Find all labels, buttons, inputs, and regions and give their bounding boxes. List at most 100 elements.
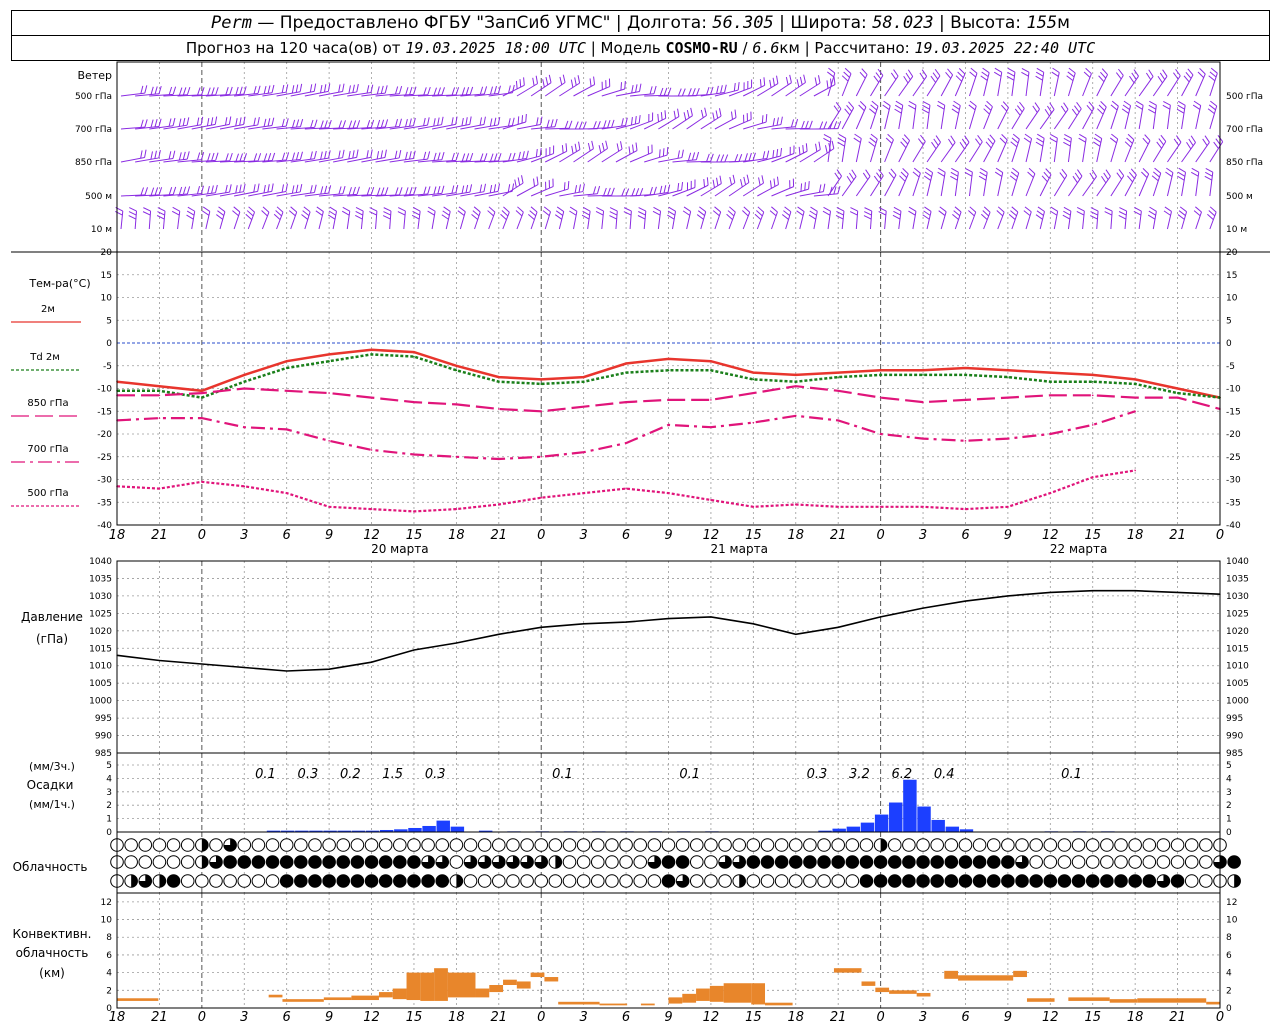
- wind-barb-feather: [1148, 69, 1154, 77]
- cloud-symbol-circle: [661, 855, 676, 869]
- cloud-symbol-circle: [124, 838, 138, 852]
- wind-barb: [714, 174, 736, 197]
- wind-barb: [950, 167, 959, 197]
- wind-barb: [1181, 68, 1194, 97]
- wind-barb: [1023, 206, 1032, 230]
- wind-barb: [728, 79, 753, 97]
- forecast-prefix: Прогноз на 120 часа(ов) от: [185, 39, 401, 57]
- wind-barb-feather: [765, 114, 768, 123]
- wind-barb-feather: [1179, 206, 1187, 213]
- wind-barb-feather: [761, 115, 764, 124]
- cloud-symbol: [1029, 855, 1043, 869]
- wind-barb-feather: [168, 86, 173, 95]
- wind-barb-feather: [730, 111, 733, 120]
- wind-barb-feather: [894, 108, 902, 114]
- cloud-symbol: [831, 874, 845, 888]
- wind-barb-feather: [1043, 171, 1050, 179]
- wind-barb-feather: [443, 206, 451, 212]
- wind-barb-feather: [823, 137, 831, 143]
- cloud-symbol-circle: [1170, 838, 1185, 852]
- cloud-symbol-circle: [845, 855, 860, 869]
- temp-point: [1049, 433, 1052, 435]
- wind-barb-feather: [257, 116, 260, 126]
- wind-barb: [191, 184, 218, 197]
- pres-ytick-left: 995: [95, 714, 112, 724]
- convective-bar: [599, 1003, 628, 1006]
- wind-barb-feather: [1205, 167, 1214, 173]
- wind-barb-feather: [473, 206, 481, 213]
- pressure-title: Давление: [21, 610, 83, 624]
- cloud-symbol-circle: [1128, 855, 1142, 869]
- wind-barb-staff: [785, 188, 809, 197]
- wind-barb-feather: [409, 187, 413, 195]
- wind-barb-feather: [824, 145, 828, 154]
- cloud-symbol-circle: [1071, 855, 1086, 869]
- wind-barb-feather: [833, 186, 837, 195]
- cloud-symbol-circle: [661, 838, 676, 852]
- temp-series-line: [117, 353, 1221, 399]
- wind-barb-feather: [769, 79, 772, 88]
- wind-barb-feather: [639, 188, 644, 196]
- wind-barb-feather: [469, 152, 474, 161]
- temp-point: [752, 392, 755, 394]
- wind-barb-feather: [1142, 167, 1150, 175]
- wind-barb-staff: [531, 126, 556, 130]
- wind-barb-feather: [828, 67, 836, 74]
- wind-barb: [1110, 168, 1125, 197]
- cloud-symbol: [916, 855, 930, 869]
- wind-barb-staff: [304, 211, 311, 230]
- wind-barb: [1023, 133, 1033, 163]
- wind-barb-feather: [659, 87, 664, 96]
- wind-barb: [926, 69, 941, 97]
- temp-point: [879, 374, 882, 376]
- wind-barb-feather: [512, 152, 516, 161]
- temp-point: [285, 492, 288, 494]
- wind-barb: [554, 206, 565, 230]
- wind-barb: [341, 206, 351, 230]
- cloud-symbol: [704, 855, 718, 869]
- convective-bar: [117, 998, 159, 1001]
- convective-bar: [889, 990, 917, 994]
- forecast-time: 19.03.2025 18:00 UTC: [405, 39, 586, 57]
- wind-barb-feather: [1098, 75, 1105, 83]
- wind-barb-feather: [822, 183, 826, 192]
- convective-bar: [447, 972, 476, 998]
- wind-barb-feather: [1060, 105, 1067, 113]
- cloud-symbol-circle: [958, 838, 973, 852]
- wind-barb-feather: [637, 215, 646, 220]
- cloud-symbol-fill: [718, 855, 732, 869]
- wind-barb-feather: [352, 120, 357, 129]
- temp-point: [158, 394, 161, 397]
- wind-barb-feather: [423, 87, 427, 96]
- cloud-symbol-circle: [1085, 838, 1100, 852]
- cloud-symbol-circle: [322, 874, 336, 888]
- wind-barb-feather: [488, 206, 496, 213]
- wind-barb: [375, 150, 402, 163]
- model-resolution: 6.6: [752, 39, 780, 57]
- precip-bar: [394, 829, 408, 832]
- wind-barb-feather: [206, 117, 210, 127]
- wind-barb-feather: [635, 188, 640, 196]
- wind-barb: [361, 119, 389, 130]
- temp-ytick-right: -20: [1226, 430, 1241, 440]
- temp-point: [794, 385, 797, 388]
- cloud-symbol-circle: [732, 838, 747, 852]
- wind-barb-feather: [574, 121, 579, 130]
- cloud-symbol-circle: [619, 874, 633, 888]
- wind-barb-feather: [182, 87, 187, 96]
- hour-tick-label-bottom: 0: [537, 1010, 545, 1024]
- wind-barb-feather: [743, 176, 747, 185]
- wind-barb-feather: [428, 206, 436, 212]
- wind-barb-feather: [970, 67, 978, 74]
- pressure-point: [837, 626, 839, 628]
- wind-barb-feather: [1036, 137, 1044, 143]
- wind-barb: [403, 186, 431, 197]
- wind-barb-feather: [342, 206, 351, 212]
- wind-barb-feather: [673, 110, 676, 119]
- wind-barb-feather: [171, 210, 180, 216]
- pres-ytick-left: 1015: [89, 644, 112, 654]
- wind-barb-feather: [808, 181, 810, 190]
- wind-barb: [261, 206, 270, 230]
- cloud-symbol: [1043, 838, 1058, 852]
- wind-barb: [921, 100, 931, 130]
